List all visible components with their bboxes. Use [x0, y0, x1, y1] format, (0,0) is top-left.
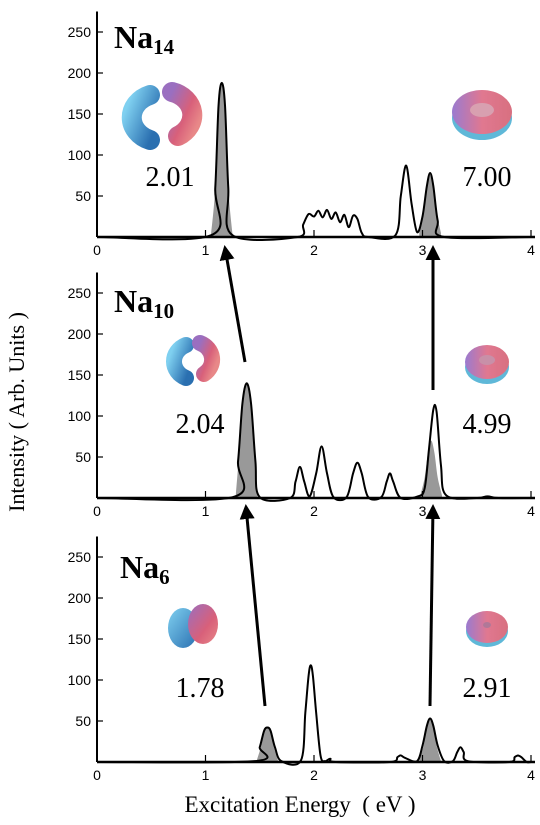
- y-tick-label: 50: [75, 449, 91, 465]
- y-tick-label: 150: [68, 631, 92, 647]
- panel: 50 100 150 200 250 0 1 2 3 4 Na14 2.01 7.00: [68, 11, 535, 258]
- spectrum-line: [96, 382, 532, 502]
- molecule-icons: [121, 82, 512, 648]
- shaded-peak: [419, 173, 441, 237]
- annotation: 2.01: [146, 162, 195, 193]
- shaded-peak: [210, 82, 233, 237]
- x-tick-label: 3: [419, 242, 427, 258]
- x-tick-label: 2: [310, 242, 318, 258]
- y-tick-label: 150: [68, 106, 92, 122]
- y-tick-label: 200: [68, 65, 92, 81]
- panel-label: Na6: [120, 549, 170, 589]
- y-tick-label: 250: [68, 549, 92, 565]
- y-tick-label: 100: [68, 147, 92, 163]
- panel-label: Na10: [114, 283, 174, 323]
- y-axis-label: Intensity ( Arb. Units ): [4, 312, 29, 512]
- annotation: 2.91: [463, 673, 512, 704]
- x-tick-label: 1: [202, 242, 210, 258]
- y-tick-label: 200: [68, 590, 92, 606]
- shaded-peak: [419, 718, 441, 762]
- x-tick-label: 0: [93, 767, 101, 783]
- panel-label-subscript: 6: [159, 565, 170, 589]
- x-tick-label: 1: [202, 767, 210, 783]
- shaded-peak: [256, 727, 279, 762]
- annotation: 7.00: [463, 162, 512, 193]
- annotation: 2.04: [176, 409, 225, 440]
- x-tick-label: 3: [419, 503, 427, 519]
- shaded-peak: [235, 383, 258, 498]
- x-tick-label: 1: [202, 503, 210, 519]
- y-tick-label: 200: [68, 326, 92, 342]
- panel-label: Na14: [114, 19, 175, 59]
- arrows: [219, 245, 441, 707]
- panel-label-base: Na: [120, 549, 159, 585]
- x-axis-label: Excitation Energy ( eV ): [185, 792, 416, 817]
- y-tick-label: 50: [75, 188, 91, 204]
- x-tick-label: 4: [527, 503, 535, 519]
- panel: 50 100 150 200 250 0 1 2 3 4 Na10 2.04 4.99: [68, 272, 535, 519]
- x-tick-label: 2: [310, 503, 318, 519]
- x-tick-label: 4: [527, 242, 535, 258]
- annotation: 4.99: [463, 409, 512, 440]
- y-tick-label: 150: [68, 367, 92, 383]
- x-tick-label: 3: [419, 767, 427, 783]
- x-tick-label: 0: [93, 503, 101, 519]
- x-tick-label: 4: [527, 767, 535, 783]
- x-tick-label: 0: [93, 242, 101, 258]
- panel-label-subscript: 14: [153, 35, 175, 59]
- spectrum-line: [96, 81, 532, 242]
- y-tick-label: 250: [68, 285, 92, 301]
- y-tick-label: 250: [68, 24, 92, 40]
- y-tick-label: 100: [68, 672, 92, 688]
- panel-label-subscript: 10: [153, 299, 174, 323]
- x-tick-label: 2: [310, 767, 318, 783]
- y-tick-label: 50: [75, 713, 91, 729]
- annotation: 1.78: [176, 673, 225, 704]
- panel-label-base: Na: [114, 19, 153, 55]
- panel: 50 100 150 200 250 0 1 2 3 4 Na6 1.78 2.91: [68, 536, 535, 783]
- y-tick-label: 100: [68, 408, 92, 424]
- spectrum-line: [96, 664, 532, 766]
- panel-label-base: Na: [114, 283, 153, 319]
